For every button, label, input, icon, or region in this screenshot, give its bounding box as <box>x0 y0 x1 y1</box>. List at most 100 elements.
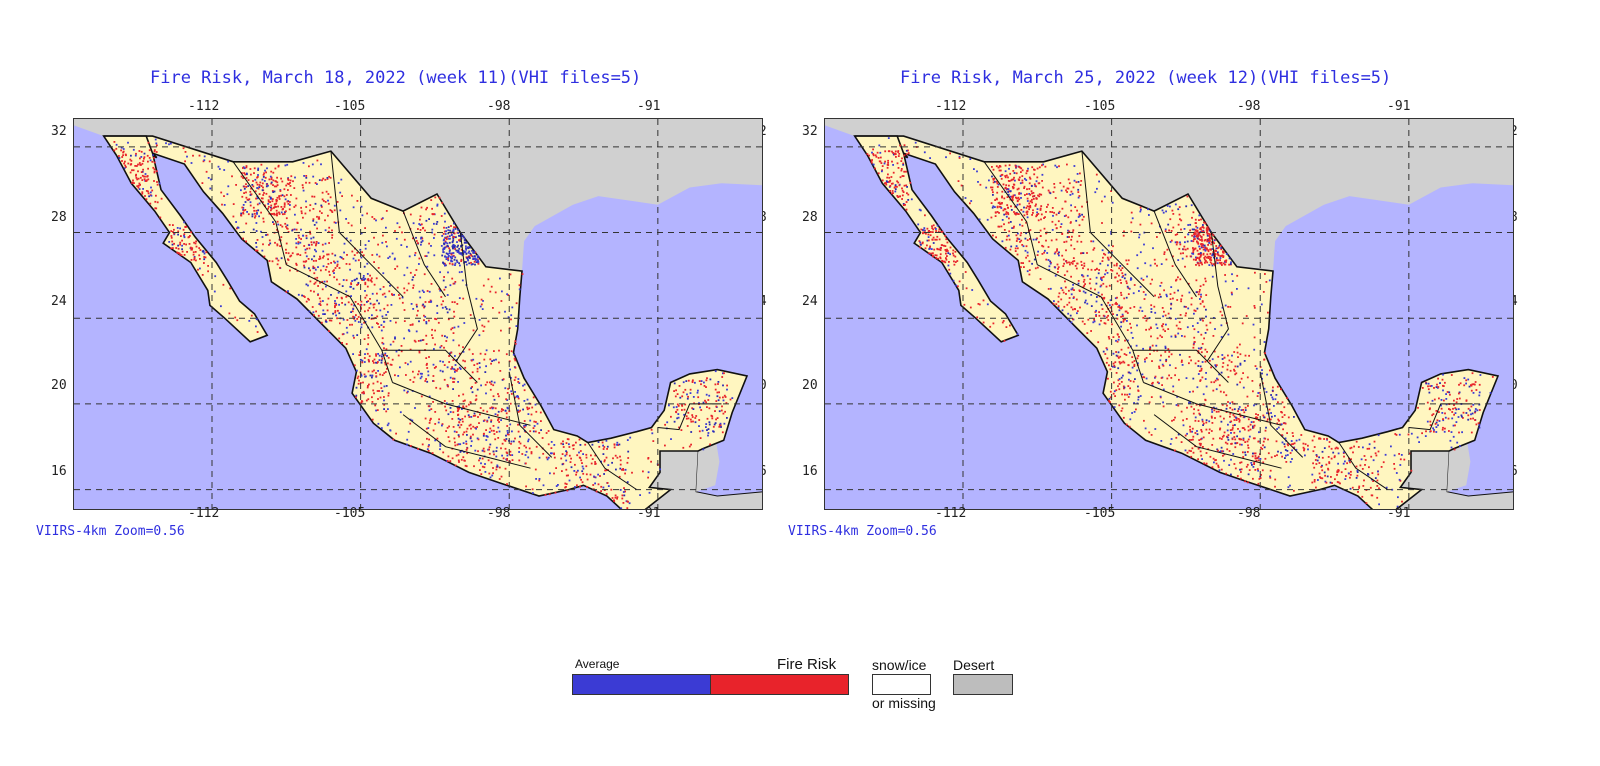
speckle <box>1438 411 1440 413</box>
speckle <box>461 420 464 423</box>
speckle <box>1369 486 1372 489</box>
speckle <box>722 399 725 402</box>
speckle <box>351 310 354 313</box>
speckle <box>1358 487 1360 489</box>
speckle <box>319 300 322 303</box>
speckle <box>424 301 427 303</box>
speckle <box>1192 390 1194 393</box>
speckle <box>138 162 141 164</box>
speckle <box>418 320 420 323</box>
speckle <box>1215 364 1218 367</box>
speckle <box>1190 297 1193 300</box>
speckle <box>305 234 308 237</box>
speckle <box>722 396 724 399</box>
speckle <box>506 425 509 427</box>
speckle <box>389 363 392 366</box>
speckle <box>1156 327 1159 329</box>
speckle <box>297 234 300 237</box>
speckle <box>203 258 206 261</box>
speckle <box>364 244 367 246</box>
speckle <box>706 377 708 380</box>
speckle <box>466 452 469 455</box>
speckle <box>1005 184 1008 187</box>
speckle <box>1227 376 1230 378</box>
speckle <box>1070 221 1072 223</box>
speckle <box>278 213 281 215</box>
speckle <box>432 401 434 403</box>
speckle <box>994 206 996 208</box>
speckle <box>484 371 487 373</box>
speckle <box>268 205 270 208</box>
speckle <box>686 397 689 400</box>
speckle <box>353 304 355 307</box>
speckle <box>510 318 512 321</box>
speckle <box>1337 470 1340 473</box>
speckle <box>287 189 289 191</box>
speckle <box>1260 303 1263 306</box>
speckle <box>600 460 602 463</box>
speckle <box>336 263 339 266</box>
speckle <box>1442 384 1444 387</box>
speckle <box>403 337 405 340</box>
speckle <box>1327 456 1330 458</box>
speckle <box>547 430 550 432</box>
speckle <box>1053 300 1055 302</box>
speckle <box>1233 351 1236 353</box>
speckle <box>1205 385 1208 388</box>
speckle <box>1210 381 1213 384</box>
speckle <box>535 445 538 448</box>
speckle <box>1111 201 1114 204</box>
speckle <box>1260 474 1262 476</box>
speckle <box>943 260 945 263</box>
speckle <box>1211 275 1214 278</box>
speckle <box>607 464 610 466</box>
speckle <box>256 211 258 214</box>
speckle <box>1355 465 1358 468</box>
speckle <box>490 419 493 422</box>
speckle <box>1058 251 1060 254</box>
speckle <box>718 396 721 399</box>
speckle <box>333 209 336 212</box>
speckle <box>700 380 703 382</box>
speckle <box>412 222 415 225</box>
speckle <box>261 178 264 181</box>
speckle <box>1211 358 1214 361</box>
speckle <box>458 239 460 242</box>
speckle <box>457 459 460 462</box>
speckle <box>1241 427 1244 429</box>
speckle <box>1261 377 1263 380</box>
speckle <box>603 446 606 448</box>
speckle <box>1435 421 1438 424</box>
speckle <box>568 479 571 482</box>
speckle <box>935 254 938 257</box>
speckle <box>1195 225 1198 228</box>
speckle <box>1018 176 1021 179</box>
speckle <box>414 254 416 257</box>
speckle <box>1124 339 1126 342</box>
speckle <box>1210 415 1213 418</box>
speckle <box>985 186 988 189</box>
speckle <box>1060 287 1063 289</box>
speckle <box>1190 450 1192 452</box>
speckle <box>624 472 626 475</box>
speckle <box>444 306 447 308</box>
speckle <box>362 390 365 393</box>
speckle <box>318 297 321 300</box>
speckle <box>1253 404 1255 407</box>
speckle <box>181 244 183 247</box>
speckle <box>532 430 535 433</box>
speckle <box>1253 348 1256 351</box>
speckle <box>289 269 291 272</box>
speckle <box>143 152 146 155</box>
speckle <box>459 451 462 453</box>
speckle <box>424 315 427 318</box>
speckle <box>1431 399 1434 402</box>
speckle <box>446 235 449 238</box>
speckle <box>1158 382 1160 385</box>
speckle <box>480 298 483 301</box>
speckle <box>517 409 519 412</box>
speckle <box>338 312 341 315</box>
speckle <box>590 454 592 457</box>
speckle <box>1281 434 1283 436</box>
speckle <box>1123 353 1126 355</box>
